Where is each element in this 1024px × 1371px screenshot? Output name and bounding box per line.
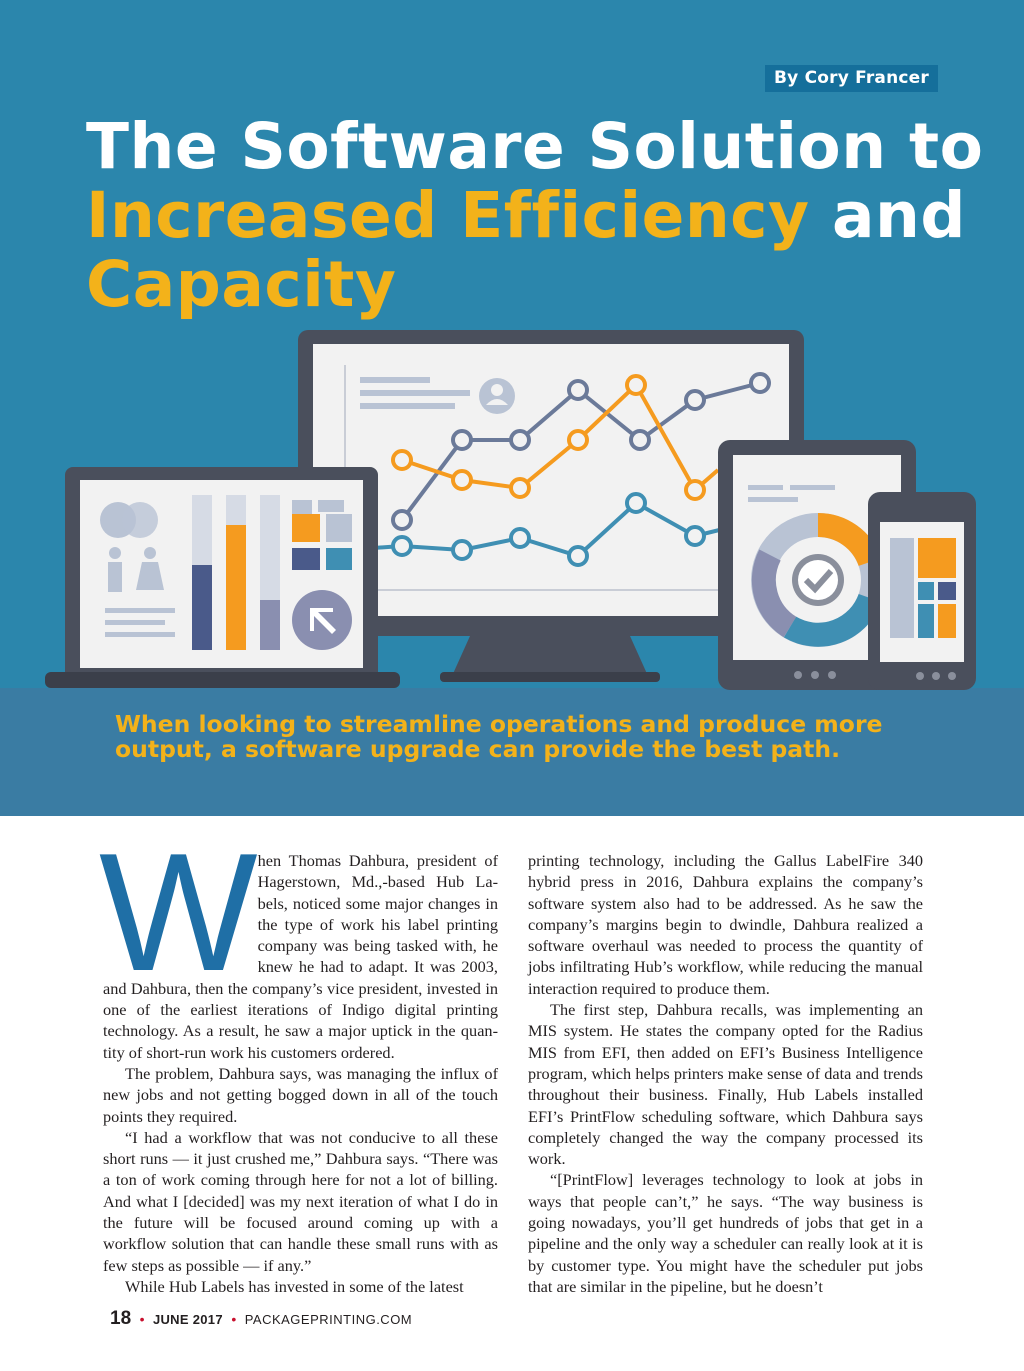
- desktop-monitor-icon: [298, 330, 804, 682]
- people-icon: [100, 502, 164, 592]
- page-footer: 18 • JUNE 2017 • PACKAGEPRINTING.COM: [110, 1308, 412, 1330]
- user-profile-icon: [479, 378, 515, 414]
- article-paragraph: The problem, Dahbura says, was managing …: [103, 1063, 498, 1126]
- article-deck: When looking to streamline operations an…: [115, 710, 883, 763]
- bar-chart-icon: [192, 495, 280, 650]
- headline-part-1: The Software Solution to: [86, 110, 984, 183]
- page-number: 18: [110, 1308, 132, 1329]
- headline-part-4: Capacity: [86, 248, 397, 321]
- article-paragraph: printing technology, including the Gallu…: [528, 851, 923, 998]
- drop-cap: W: [99, 818, 258, 1006]
- checkmark-icon: [792, 554, 844, 606]
- cursor-arrow-icon: [292, 590, 352, 650]
- laptop-icon: [45, 467, 400, 688]
- hero-banner: By Cory Francer The Software Solution to…: [0, 0, 1024, 690]
- article-paragraph: “I had a workflow that was not conducive…: [103, 1127, 498, 1275]
- paragraph-text: hen Thomas Dahbura, president of Hagerst…: [103, 851, 498, 1062]
- footer-separator: •: [139, 1311, 145, 1327]
- article-paragraph: The first step, Dahbura recalls, was imp…: [528, 1000, 923, 1169]
- issue-date: JUNE 2017: [152, 1312, 223, 1327]
- footer-separator: •: [231, 1311, 237, 1327]
- article-column-right: printing technology, including the Gallu…: [528, 850, 923, 1297]
- deck-band: [0, 690, 1024, 816]
- phone-icon: [868, 492, 976, 690]
- headline-part-2: Increased Efficiency: [86, 179, 810, 252]
- byline: By Cory Francer: [765, 65, 938, 92]
- article-paragraph: While Hub Labels has invested in some of…: [125, 1276, 464, 1296]
- article-paragraph: “[PrintFlow] leverages technology to loo…: [528, 1170, 923, 1296]
- devices-illustration: [0, 330, 1024, 690]
- headline-part-3: and: [809, 179, 966, 252]
- website-url: PACKAGEPRINTING.COM: [244, 1312, 413, 1327]
- line-chart-icon: [344, 372, 771, 567]
- article-headline: The Software Solution to Increased Effic…: [86, 112, 986, 319]
